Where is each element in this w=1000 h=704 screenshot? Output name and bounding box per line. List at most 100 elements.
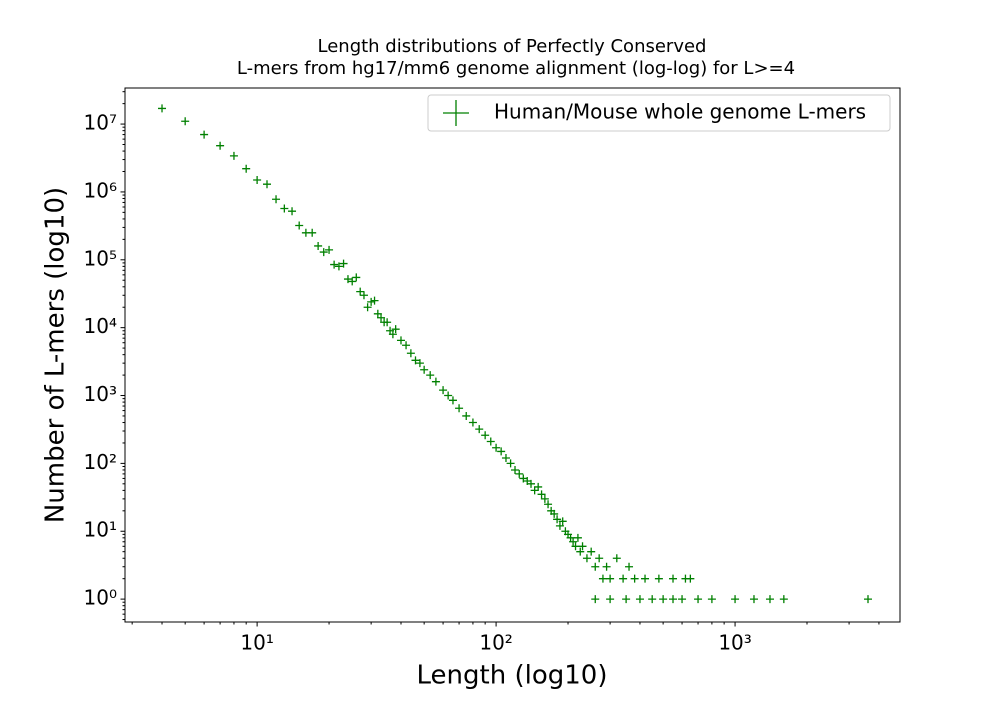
data-point	[308, 228, 317, 237]
data-point	[591, 595, 600, 604]
data-point	[481, 431, 490, 440]
data-point	[439, 386, 448, 395]
data-point	[659, 595, 668, 604]
data-point	[669, 595, 678, 604]
y-tick-label: 10³	[84, 382, 117, 406]
data-point	[497, 447, 506, 456]
data-point	[553, 515, 562, 524]
data-point	[765, 595, 774, 604]
data-point	[571, 542, 580, 551]
x-axis-label: Length (log10)	[417, 661, 608, 691]
data-point	[625, 562, 634, 571]
data-point	[388, 330, 397, 339]
y-axis-label: Number of L-mers (log10)	[41, 187, 71, 523]
data-point	[669, 574, 678, 583]
data-point	[578, 542, 587, 551]
data-point	[515, 469, 524, 478]
data-point	[402, 341, 411, 350]
data-point	[606, 574, 615, 583]
data-point	[158, 104, 167, 113]
data-point	[377, 313, 386, 322]
chart-title: L-mers from hg17/mm6 genome alignment (l…	[237, 58, 795, 79]
data-point	[444, 391, 453, 400]
data-point	[295, 221, 304, 230]
data-point	[591, 562, 600, 571]
data-point	[622, 595, 631, 604]
data-point	[280, 204, 289, 213]
y-tick-label: 10⁷	[84, 111, 117, 135]
data-point	[573, 533, 582, 542]
data-point	[707, 595, 716, 604]
data-point	[641, 574, 650, 583]
chart-title: Length distributions of Perfectly Conser…	[318, 36, 707, 57]
data-point	[367, 297, 376, 306]
data-point	[181, 117, 190, 126]
data-point	[363, 303, 372, 312]
legend-label: Human/Mouse whole genome L-mers	[494, 100, 866, 124]
data-point	[630, 574, 639, 583]
y-tick-label: 10⁵	[84, 246, 117, 270]
data-point	[475, 425, 484, 434]
data-point	[582, 554, 591, 563]
data-point	[415, 359, 424, 368]
data-point	[544, 500, 553, 509]
data-point	[325, 245, 334, 254]
data-point	[598, 574, 607, 583]
data-point	[555, 521, 564, 530]
data-point	[486, 437, 495, 446]
data-point	[864, 595, 873, 604]
data-point	[356, 287, 365, 296]
legend-marker	[443, 100, 469, 126]
data-point	[448, 396, 457, 405]
data-point	[406, 349, 415, 358]
data-point	[648, 595, 657, 604]
data-point	[569, 537, 578, 546]
data-point	[779, 595, 788, 604]
data-point	[288, 207, 297, 216]
data-point	[686, 574, 695, 583]
data-point	[334, 262, 343, 271]
data-point	[330, 260, 339, 269]
y-tick-label: 10⁴	[84, 314, 117, 338]
data-point	[348, 277, 357, 286]
data-point	[619, 574, 628, 583]
data-point	[242, 164, 251, 173]
data-point	[272, 195, 281, 204]
data-point	[576, 547, 585, 556]
data-point	[749, 595, 758, 604]
data-point	[534, 482, 543, 491]
data-point	[455, 404, 464, 413]
data-point	[314, 241, 323, 250]
data-point	[492, 443, 501, 452]
data-point	[606, 595, 615, 604]
data-point	[462, 411, 471, 420]
data-point	[370, 296, 379, 305]
data-point	[501, 454, 510, 463]
data-point	[339, 259, 348, 268]
data-point	[612, 554, 621, 563]
data-point	[511, 465, 520, 474]
data-point	[678, 595, 687, 604]
data-point	[540, 494, 549, 503]
data-point	[731, 595, 740, 604]
x-tick-label: 10³	[718, 631, 751, 655]
data-point	[635, 595, 644, 604]
x-tick-label: 10¹	[240, 631, 273, 655]
data-point	[506, 459, 515, 468]
data-point	[587, 547, 596, 556]
data-point	[558, 517, 567, 526]
data-point	[537, 490, 546, 499]
data-point	[359, 291, 368, 300]
y-tick-label: 10⁰	[84, 586, 117, 610]
data-point	[468, 418, 477, 427]
data-point	[602, 562, 611, 571]
data-point	[550, 509, 559, 518]
data-point	[200, 130, 209, 139]
data-point	[263, 180, 272, 189]
data-point	[352, 273, 361, 282]
x-tick-label: 10²	[479, 631, 512, 655]
data-point	[343, 275, 352, 284]
data-point	[411, 356, 420, 365]
data-point	[216, 141, 225, 150]
y-tick-label: 10⁶	[84, 178, 117, 202]
